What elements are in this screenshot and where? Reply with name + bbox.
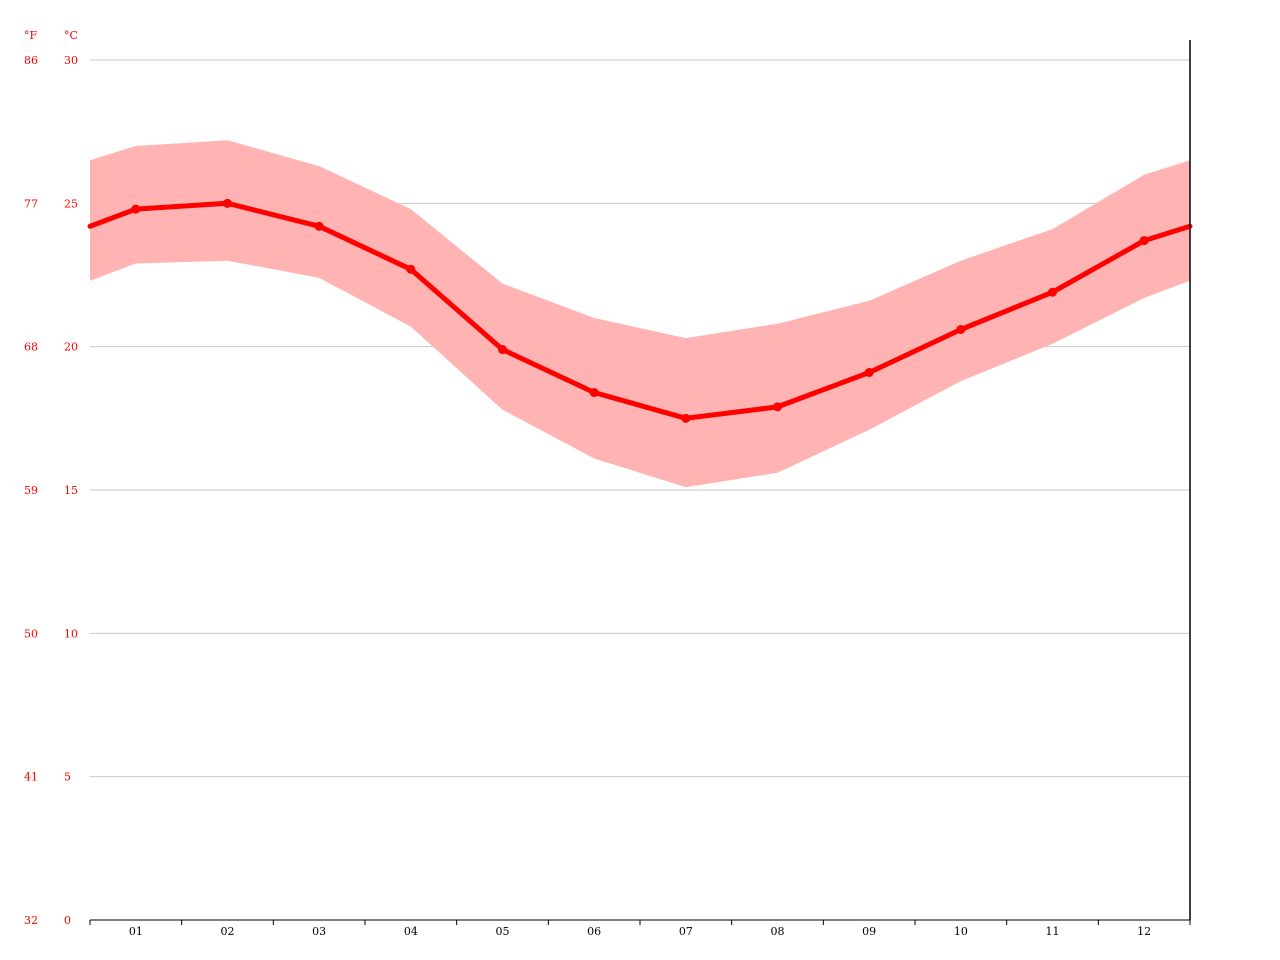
x-tick-label-04: 04 — [404, 925, 418, 938]
data-point-06 — [589, 388, 599, 398]
y-tick-label-celsius: 15 — [64, 484, 78, 497]
x-tick-label-09: 09 — [862, 925, 876, 938]
unit-label-fahrenheit: °F — [24, 29, 38, 42]
y-tick-label-fahrenheit: 32 — [24, 914, 38, 927]
x-tick-label-03: 03 — [312, 925, 326, 938]
y-tick-label-fahrenheit: 86 — [24, 54, 38, 67]
x-tick-label-12: 12 — [1137, 925, 1151, 938]
x-tick-label-05: 05 — [496, 925, 510, 938]
temperature-line — [87, 200, 1193, 421]
unit-label-celsius: °C — [64, 29, 78, 42]
data-points — [131, 198, 1149, 423]
data-point-05 — [498, 345, 507, 355]
y-tick-label-celsius: 20 — [64, 341, 78, 354]
y-tick-label-fahrenheit: 50 — [24, 627, 38, 640]
data-point-08 — [773, 402, 782, 412]
data-point-10 — [956, 324, 966, 334]
axes — [89, 40, 1191, 925]
y-tick-label-fahrenheit: 41 — [24, 771, 38, 784]
data-point-12 — [1139, 236, 1149, 246]
y-tick-label-celsius: 10 — [64, 627, 78, 640]
x-tick-label-08: 08 — [771, 925, 785, 938]
data-point-09 — [864, 367, 874, 377]
data-point-01 — [131, 204, 141, 214]
y-tick-label-fahrenheit: 59 — [24, 484, 38, 497]
x-tick-label-10: 10 — [954, 925, 968, 938]
y-tick-label-celsius: 25 — [64, 197, 78, 210]
temperature-range-band — [90, 140, 1190, 488]
x-axis-labels: 01 02 03 04 05 06 07 08 09 10 11 12 — [129, 925, 1151, 938]
y-axis-labels: °F °C 32 0 41 5 50 10 59 15 68 20 77 25 86 30 — [24, 29, 78, 927]
x-tick-label-11: 11 — [1046, 925, 1060, 938]
x-tick-label-07: 07 — [679, 925, 693, 938]
x-tick-label-01: 01 — [129, 925, 143, 938]
data-point-03 — [314, 221, 324, 231]
temperature-range-area — [90, 140, 1190, 488]
data-point-02 — [223, 198, 232, 208]
x-tick-label-06: 06 — [587, 925, 601, 938]
x-tick-label-02: 02 — [221, 925, 235, 938]
y-tick-label-celsius: 30 — [64, 54, 78, 67]
y-tick-label-celsius: 5 — [64, 771, 71, 784]
data-point-04 — [406, 264, 416, 274]
data-point-07 — [681, 413, 691, 423]
y-tick-label-fahrenheit: 68 — [24, 341, 38, 354]
y-tick-label-celsius: 0 — [64, 914, 71, 927]
mean-temperature-line — [87, 200, 1193, 421]
y-tick-label-fahrenheit: 77 — [24, 197, 38, 210]
data-point-11 — [1048, 287, 1057, 297]
